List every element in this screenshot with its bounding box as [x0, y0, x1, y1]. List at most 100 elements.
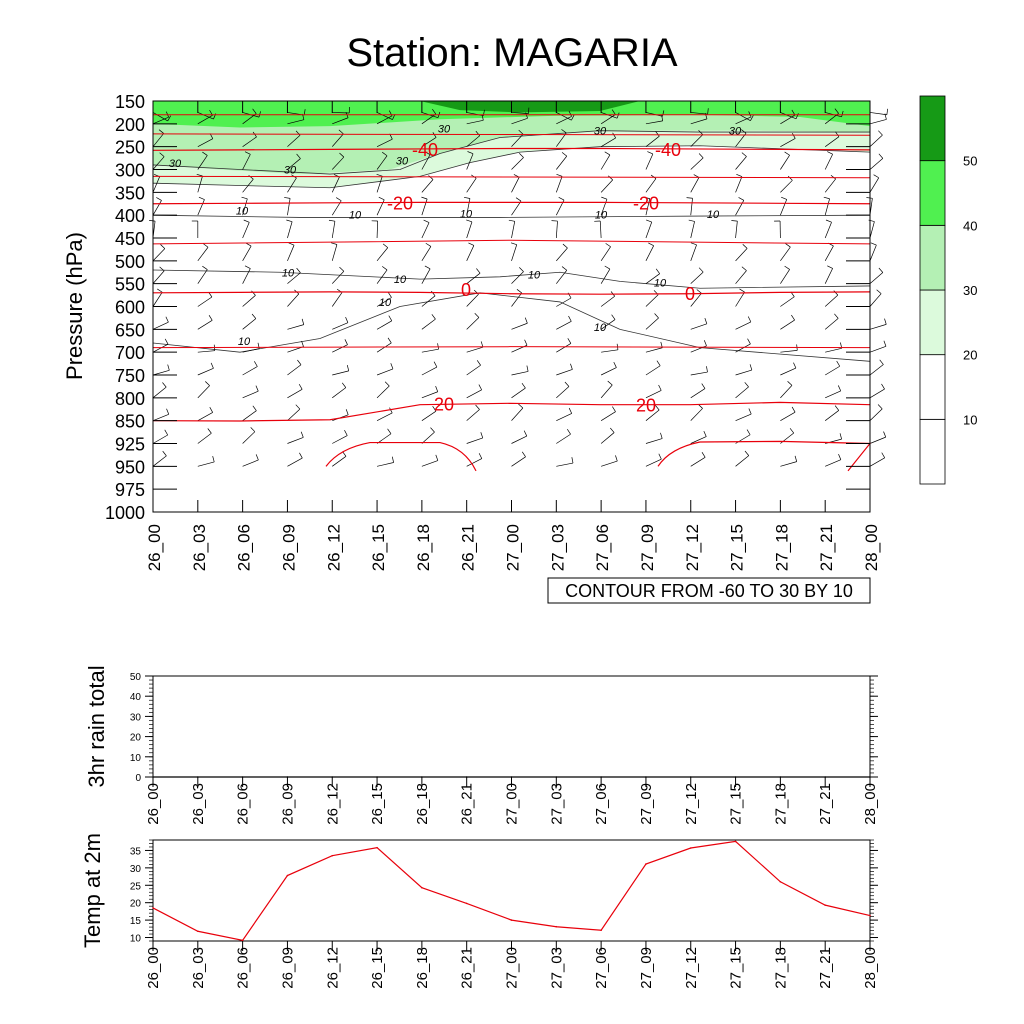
wind-barb	[197, 432, 212, 444]
wind-barb-flag	[658, 384, 662, 391]
wind-barb-flag	[430, 427, 435, 433]
wind-barb	[511, 221, 516, 239]
data-point	[331, 776, 334, 778]
wind-barb	[735, 156, 747, 170]
wind-barb-flag	[284, 197, 291, 199]
wind-barb-flag	[524, 339, 528, 346]
wind-barb	[197, 199, 205, 216]
wind-barb	[600, 411, 616, 421]
x-tick-label: 27_06	[593, 947, 610, 989]
data-point	[241, 939, 244, 942]
wind-barb-flag	[481, 114, 484, 121]
wind-barb-flag	[297, 359, 302, 365]
x-tick-label: 27_09	[638, 524, 657, 571]
wind-barb-flag	[516, 289, 522, 294]
wind-barb-flag	[202, 265, 208, 270]
black-contour-label: 10	[379, 297, 392, 309]
wind-barb-flag	[303, 109, 306, 116]
wind-barb	[690, 371, 708, 376]
temperature-contour--40	[152, 147, 871, 151]
data-point	[331, 854, 334, 857]
wind-barb	[287, 364, 302, 376]
wind-barb	[511, 117, 528, 125]
wind-barb-flag	[250, 427, 256, 432]
y-tick-label: 950	[115, 457, 145, 477]
wind-barb-flag	[883, 340, 887, 347]
wind-barb	[332, 370, 349, 376]
wind-barb-flag	[244, 265, 251, 269]
black-contour-label: 10	[594, 322, 607, 334]
legend-level-label: 50	[963, 154, 977, 169]
wind-barb-flag	[660, 432, 663, 439]
red-contour-label: 0	[461, 280, 471, 300]
wind-barb-flag	[884, 318, 887, 325]
wind-contour-line	[152, 292, 871, 362]
wind-barb	[690, 112, 708, 115]
wind-barb-flag	[159, 266, 165, 272]
wind-barb	[825, 390, 841, 399]
wind-barb	[466, 364, 481, 376]
wind-barb	[645, 317, 659, 330]
wind-contour-line	[152, 214, 871, 218]
wind-barb-flag	[299, 452, 303, 459]
wind-barb-flag	[784, 265, 790, 270]
wind-barb	[242, 431, 256, 444]
y-tick-label: 600	[115, 298, 145, 318]
wind-barb	[152, 200, 162, 216]
wind-barb	[824, 136, 840, 147]
wind-barb-flag	[525, 112, 528, 119]
x-tick-label: 26_21	[459, 947, 476, 989]
wind-barb-flag	[611, 314, 616, 320]
y-tick-label: 200	[115, 115, 145, 135]
x-tick-label: 26_03	[190, 947, 207, 989]
black-contour-label: 30	[438, 123, 451, 135]
data-point	[600, 929, 602, 932]
wind-barb-flag	[300, 431, 304, 438]
wind-barb-flag	[251, 313, 257, 319]
wind-barb-flag	[390, 363, 394, 370]
wind-barb	[690, 244, 697, 261]
wind-barb-flag	[612, 132, 616, 139]
wind-barb	[824, 410, 839, 421]
wind-barb	[466, 389, 482, 399]
wind-barb-flag	[866, 197, 873, 199]
wind-barb	[556, 132, 567, 147]
wind-barb	[331, 176, 340, 193]
y-axis-title: Pressure (hPa)	[62, 232, 87, 380]
wind-barb-flag	[421, 196, 428, 200]
wind-barb-flag	[162, 382, 167, 388]
wind-barb	[331, 244, 338, 261]
data-point	[600, 776, 602, 778]
wind-barb	[556, 270, 568, 284]
wind-barb-flag	[376, 173, 383, 177]
wind-barb	[600, 295, 615, 307]
wind-barb-flag	[295, 404, 301, 410]
wind-barb-flag	[162, 450, 167, 457]
wind-barb	[824, 198, 830, 216]
y-tick-label: 750	[115, 366, 145, 386]
wind-barb	[197, 247, 209, 262]
black-contour-label: 10	[460, 208, 473, 220]
wind-barb	[824, 318, 839, 330]
wind-barb-flag	[881, 383, 885, 390]
wind-barb-flag	[741, 152, 747, 157]
wind-barb-flag	[196, 174, 203, 177]
wind-barb-flag	[519, 152, 524, 158]
wind-barb	[152, 343, 169, 353]
wind-barb-flag	[605, 243, 611, 248]
y-tick-label: 800	[115, 389, 145, 409]
wind-barb-flag	[662, 110, 665, 117]
x-tick-label: 27_06	[593, 524, 612, 571]
wind-contour-line	[152, 145, 871, 189]
y-tick-label: 50	[130, 672, 142, 683]
x-tick-label: 26_12	[324, 783, 341, 825]
wind-barb-flag	[476, 360, 481, 366]
wind-barb-flag	[387, 337, 392, 344]
wind-barb-flag	[881, 452, 886, 459]
wind-barb-flag	[839, 433, 842, 440]
wind-barb-flag	[205, 381, 210, 386]
wind-barb	[556, 155, 568, 170]
wind-barb-flag	[615, 455, 618, 462]
black-contour-label: 30	[594, 126, 607, 138]
wind-barb-flag	[868, 219, 875, 222]
